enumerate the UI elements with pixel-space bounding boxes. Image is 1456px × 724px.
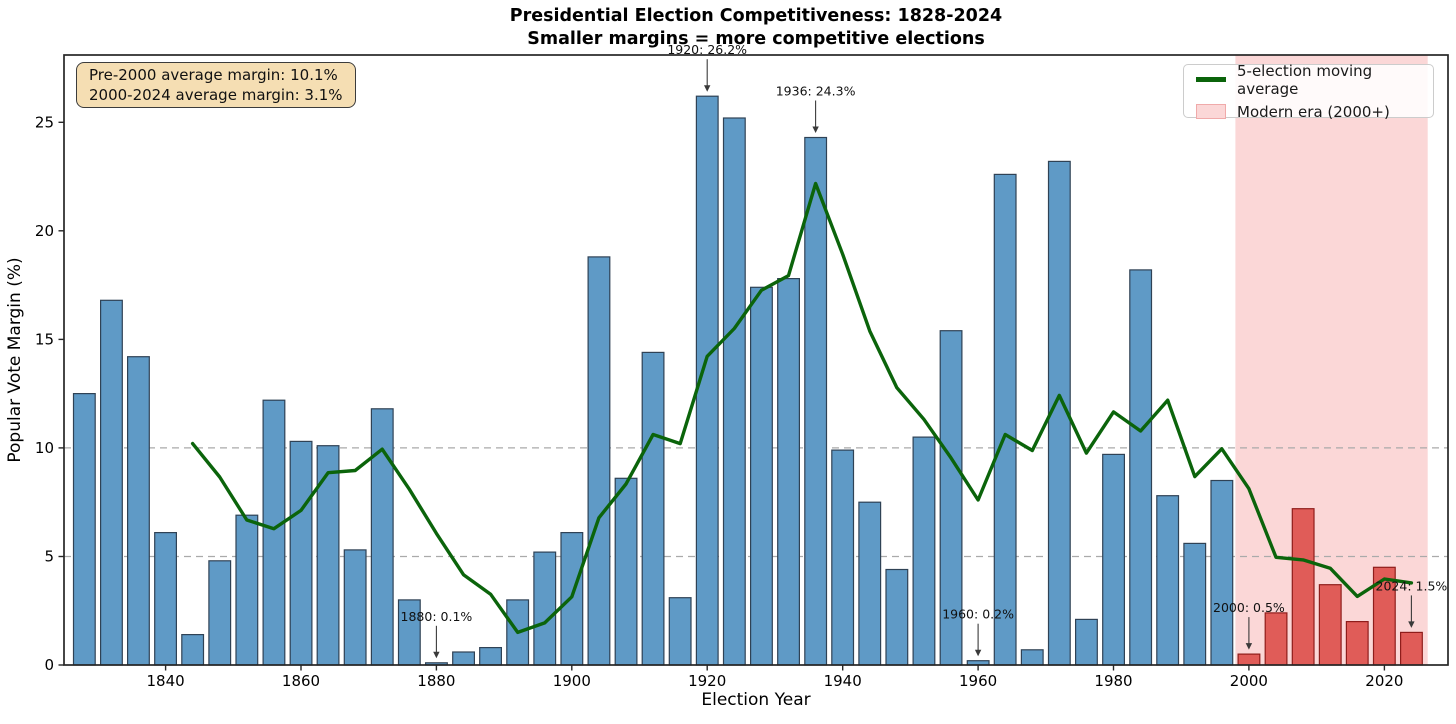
legend-modern-era-label: Modern era (2000+) [1237, 102, 1390, 121]
bar-1860 [289, 440, 313, 666]
bar-2004 [1264, 612, 1288, 666]
annotation-arrowhead-1960 [974, 649, 982, 657]
bar-1868 [343, 549, 367, 666]
bar-1924 [722, 117, 746, 666]
annotation-arrowhead-1880 [433, 651, 440, 659]
bar-2016 [1345, 620, 1369, 666]
modern-era-patch-swatch [1196, 104, 1226, 119]
annotation-1936: 1936: 24.3% [776, 84, 856, 133]
bar-2024 [1399, 631, 1423, 666]
x-tick-label-2020: 2020 [1365, 672, 1403, 690]
x-tick-label-1960: 1960 [959, 672, 997, 690]
bar-1940 [831, 449, 855, 666]
bar-1828 [72, 393, 96, 666]
annotation-arrowhead-2000 [1245, 643, 1253, 650]
bar-1872 [370, 408, 394, 666]
bar-1912 [641, 351, 665, 666]
x-tick-label-2000: 2000 [1230, 672, 1268, 690]
x-tick-label-1860: 1860 [282, 672, 320, 690]
bar-2000 [1237, 653, 1261, 666]
bar-1888 [479, 646, 503, 666]
annotation-1960: 1960: 0.2% [942, 607, 1014, 657]
margin-bars [72, 95, 1423, 666]
bar-1844 [181, 633, 205, 666]
y-tick-label-20: 20 [35, 222, 54, 240]
bar-1952 [912, 436, 936, 666]
bar-1944 [858, 501, 882, 666]
bar-1852 [235, 514, 259, 666]
annotation-1920: 1920: 26.2% [667, 42, 747, 92]
moving-average-line [190, 181, 1414, 635]
bar-1856 [262, 399, 286, 666]
bar-1992 [1183, 542, 1207, 666]
moving-average-line-swatch [1196, 77, 1226, 82]
x-tick-label-1940: 1940 [824, 672, 862, 690]
average-margin-info-box: Pre-2000 average margin: 10.1% 2000-2024… [76, 62, 356, 108]
bar-1984 [1129, 269, 1153, 666]
annotation-2000: 2000: 0.5% [1213, 600, 1285, 650]
legend-item-moving-average: 5-election moving average [1184, 62, 1433, 98]
bar-1928 [749, 286, 773, 666]
bar-1864 [316, 445, 340, 666]
y-axis-ticks: 0 5 10 15 20 25 [35, 113, 64, 674]
bar-1908 [614, 477, 638, 666]
x-axis-label: Election Year [701, 690, 811, 710]
annotation-arrowhead-1920 [704, 85, 711, 92]
y-tick-label-10: 10 [35, 439, 54, 457]
bar-1980 [1102, 453, 1125, 666]
y-tick-label-5: 5 [44, 548, 54, 566]
x-tick-label-1920: 1920 [688, 672, 726, 690]
annotation-1880: 1880: 0.1% [401, 609, 473, 659]
x-tick-label-1880: 1880 [417, 672, 455, 690]
bar-1988 [1156, 495, 1180, 666]
annotation-arrowhead-1936 [812, 126, 819, 133]
bar-1976 [1074, 618, 1098, 666]
annotation-text-1936: 1936: 24.3% [776, 84, 856, 99]
y-tick-label-0: 0 [44, 656, 54, 674]
bar-1848 [208, 560, 232, 666]
bar-1936 [804, 136, 828, 666]
bar-2008 [1291, 508, 1315, 666]
x-axis-ticks: 1840 1860 1880 1900 1920 1940 1960 1980 2000 2020 [147, 665, 1403, 690]
x-tick-label-1840: 1840 [147, 672, 185, 690]
legend-item-modern-era: Modern era (2000+) [1184, 103, 1433, 121]
annotation-text-2000: 2000: 0.5% [1213, 600, 1285, 615]
bar-1832 [99, 299, 123, 666]
x-tick-label-1900: 1900 [553, 672, 591, 690]
bar-1948 [885, 568, 909, 666]
annotation-text-2024: 2024: 1.5% [1376, 578, 1448, 593]
annotation-text-1880: 1880: 0.1% [401, 609, 473, 624]
pre-2000-average-text: Pre-2000 average margin: 10.1% [89, 66, 338, 84]
bar-1840 [154, 531, 177, 666]
bar-1884 [452, 651, 476, 666]
annotation-text-1960: 1960: 0.2% [942, 607, 1014, 622]
bar-1932 [777, 278, 801, 666]
bar-2012 [1318, 584, 1342, 666]
bar-1836 [126, 356, 150, 666]
legend: 5-election moving average Modern era (20… [1183, 62, 1434, 121]
plot-frame [63, 54, 1449, 666]
annotations: 1880: 0.1% 1920: 26.2% 1936: 24.3% 1960: 0.… [401, 42, 1448, 659]
bar-1996 [1210, 479, 1234, 666]
x-tick-label-1980: 1980 [1094, 672, 1132, 690]
bar-1904 [587, 256, 611, 666]
annotation-arrowhead-2024 [1408, 621, 1415, 628]
y-axis-label: Popular Vote Margin (%) [5, 257, 25, 463]
annotation-text-1920: 1920: 26.2% [667, 42, 747, 57]
legend-moving-average-label: 5-election moving average [1237, 61, 1373, 98]
y-tick-label-15: 15 [35, 330, 54, 348]
2000-2024-average-text: 2000-2024 average margin: 3.1% [89, 86, 343, 104]
bar-1916 [668, 597, 692, 666]
bar-1896 [533, 551, 557, 666]
bar-1964 [993, 173, 1017, 666]
modern-era-span [1235, 55, 1428, 665]
bar-1968 [1020, 649, 1044, 666]
annotation-2024: 2024: 1.5% [1376, 578, 1448, 628]
y-tick-label-25: 25 [35, 113, 54, 131]
